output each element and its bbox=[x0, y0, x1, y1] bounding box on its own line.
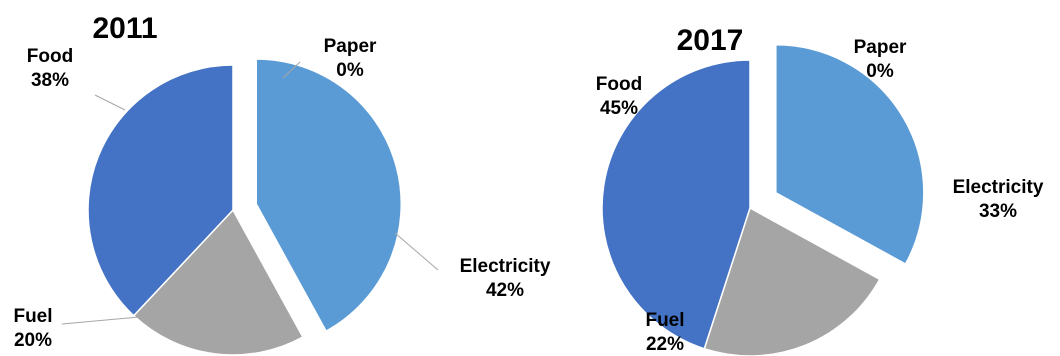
data-label-fuel: Fuel 22% bbox=[645, 310, 684, 355]
slice-percent: 42% bbox=[486, 280, 524, 301]
slice-name: Food bbox=[27, 46, 73, 67]
leader-line-electricity bbox=[394, 232, 439, 271]
slice-name: Fuel bbox=[13, 306, 52, 327]
pie-slice-fuel bbox=[132, 208, 304, 356]
pie-slice-food bbox=[87, 64, 234, 317]
data-label-electricity: Electricity 33% bbox=[953, 177, 1044, 222]
pie-slice-food bbox=[601, 59, 751, 350]
slice-percent: 0% bbox=[866, 61, 894, 82]
slice-percent: 45% bbox=[600, 98, 638, 119]
slice-percent: 22% bbox=[646, 334, 684, 355]
data-label-fuel: Fuel 20% bbox=[13, 306, 52, 351]
data-label-electricity: Electricity 42% bbox=[460, 256, 551, 301]
slice-name: Fuel bbox=[645, 310, 684, 331]
slice-percent: 0% bbox=[336, 60, 364, 81]
pie-chart-2011: 2011 Electricity 42% Fuel 20% Food 38% Paper 0% bbox=[13, 12, 551, 356]
pie-slice-electricity bbox=[255, 58, 402, 333]
slice-name: Paper bbox=[854, 37, 907, 58]
chart-title: 2017 bbox=[677, 24, 744, 57]
slice-name: Paper bbox=[324, 36, 377, 57]
slice-name: Electricity bbox=[953, 177, 1044, 198]
leader-line-fuel bbox=[61, 315, 151, 325]
data-label-food: Food 38% bbox=[27, 46, 73, 91]
data-label-food: Food 45% bbox=[596, 74, 642, 119]
slice-percent: 38% bbox=[31, 70, 69, 91]
data-label-paper: Paper 0% bbox=[854, 37, 907, 82]
chart-title: 2011 bbox=[92, 12, 157, 45]
pie-chart-2017: 2017 Electricity 33% Fuel 22% Food 45% Paper 0% bbox=[596, 24, 1044, 356]
slice-name: Electricity bbox=[460, 256, 551, 277]
slice-name: Food bbox=[596, 74, 642, 95]
leader-line-paper bbox=[282, 61, 301, 79]
leader-line-food bbox=[94, 94, 126, 111]
data-label-paper: Paper 0% bbox=[324, 36, 377, 81]
slice-percent: 33% bbox=[979, 201, 1017, 222]
pie-slice-fuel bbox=[703, 206, 881, 356]
pie-slice-electricity bbox=[775, 43, 925, 266]
slice-percent: 20% bbox=[14, 330, 52, 351]
